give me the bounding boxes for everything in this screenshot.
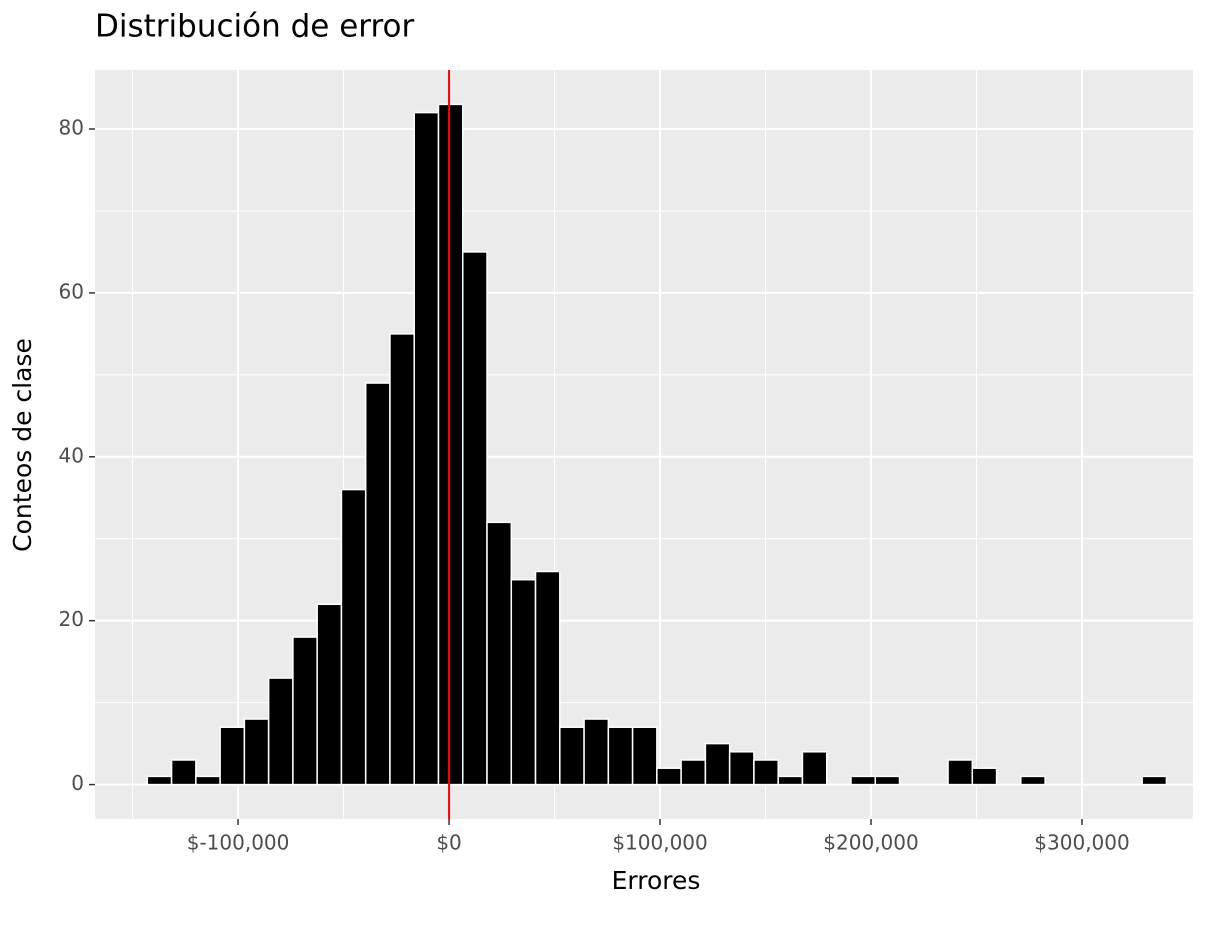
bar	[559, 726, 585, 786]
bar	[170, 759, 197, 786]
bar	[947, 759, 974, 786]
y-tick-label: 80	[59, 116, 84, 140]
bar	[850, 775, 876, 786]
bar	[1141, 775, 1168, 786]
bar	[874, 775, 901, 786]
y-tick-label: 20	[59, 607, 84, 631]
bar	[292, 636, 318, 786]
bar	[583, 718, 610, 786]
bar	[656, 767, 682, 786]
x-tick-label: $200,000	[823, 831, 918, 855]
bar	[462, 251, 488, 786]
y-tick-label: 0	[71, 771, 84, 795]
bar	[680, 759, 707, 786]
bar	[704, 742, 731, 786]
bar	[340, 488, 367, 786]
bar	[195, 775, 221, 786]
bar	[631, 726, 658, 786]
panel	[95, 70, 1193, 819]
bar	[971, 767, 998, 786]
bar	[753, 759, 779, 786]
bar	[437, 103, 464, 786]
bar	[534, 570, 561, 786]
chart-title: Distribución de error	[95, 9, 415, 45]
bar	[389, 333, 415, 786]
y-tick-label: 40	[59, 443, 84, 467]
bar	[607, 726, 634, 786]
bar	[728, 751, 755, 786]
bar	[267, 677, 294, 786]
bar	[243, 718, 270, 786]
bar	[316, 603, 343, 786]
x-tick-label: $0	[436, 831, 461, 855]
bar	[486, 521, 513, 786]
bar	[219, 726, 246, 786]
bar	[413, 111, 440, 786]
bar	[1020, 775, 1046, 786]
y-tick-label: 60	[59, 279, 84, 303]
x-tick-label: $300,000	[1034, 831, 1129, 855]
x-tick-label: $100,000	[612, 831, 707, 855]
x-axis-title: Errores	[612, 866, 701, 895]
bar	[364, 382, 391, 786]
x-tick-label: $-100,000	[187, 831, 290, 855]
bar	[801, 751, 828, 786]
bar	[777, 775, 804, 786]
y-axis-title: Conteos de clase	[8, 338, 37, 552]
bar	[510, 578, 537, 786]
bar	[146, 775, 173, 786]
